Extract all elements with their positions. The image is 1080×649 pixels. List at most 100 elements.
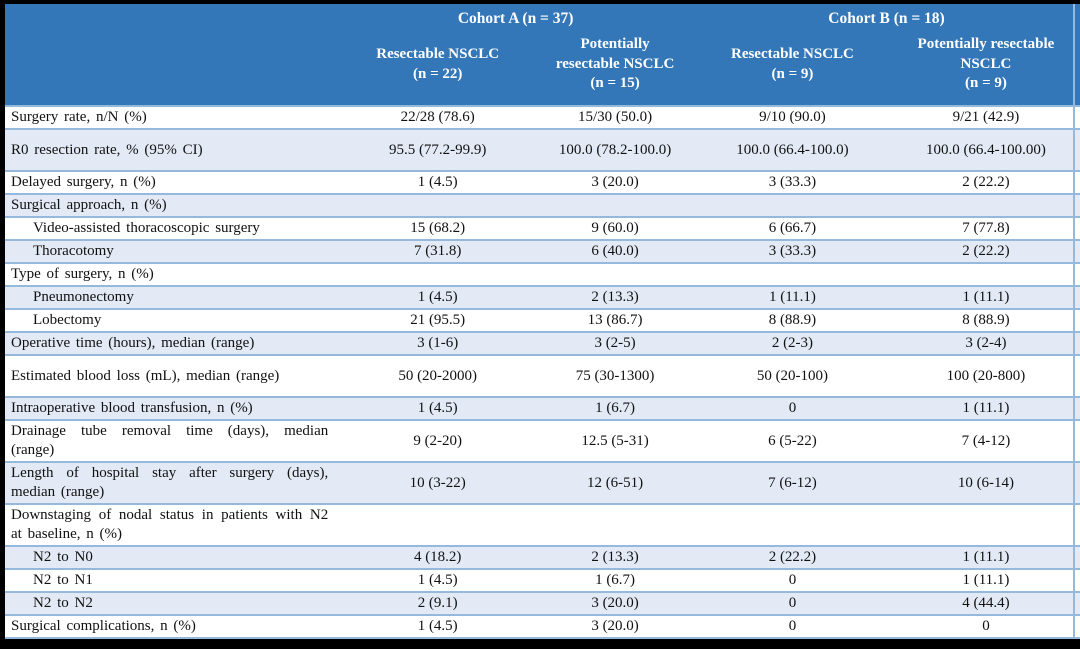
value-cell (537, 262, 693, 286)
value-cell (338, 503, 538, 546)
value-cell (537, 503, 693, 546)
value-cell (891, 193, 1080, 217)
table-body: Surgery rate, n/N (%) 22/28 (78.6) 15/30 (… (5, 105, 1080, 639)
row-label: R0 resection rate, % (95% CI) (5, 128, 339, 171)
value-cell: 100.0 (66.4-100.0) (693, 128, 892, 171)
value-cell: 1 (4.5) (338, 396, 538, 420)
value-cell: 4 (44.4) (891, 591, 1080, 615)
value-cell: 3 (2-5) (537, 331, 693, 355)
value-cell: 3 (1-6) (338, 331, 538, 355)
value-cell: 3 (2-4) (891, 331, 1080, 355)
value-cell: 15/30 (50.0) (537, 105, 693, 129)
table-row: Downstaging of nodal status in patients … (5, 503, 1080, 546)
value-cell (693, 503, 892, 546)
value-cell: 1 (11.1) (891, 285, 1080, 309)
column-header-resectable-a: Resectable NSCLC (n = 22) (338, 30, 538, 106)
cohort-b-header: Cohort B (n = 18) (693, 4, 1080, 30)
value-cell: 2 (2-3) (693, 331, 892, 355)
value-cell (693, 193, 892, 217)
row-label: N2 to N2 (5, 591, 339, 615)
row-label: Operative time (hours), median (range) (5, 331, 339, 355)
row-label: Surgical approach, n (%) (5, 193, 339, 217)
table-row: Surgery rate, n/N (%) 22/28 (78.6) 15/30 (… (5, 105, 1080, 129)
header-empty-cell (5, 30, 339, 106)
value-cell: 12.5 (5-31) (537, 419, 693, 462)
table-row: R0 resection rate, % (95% CI) 95.5 (77.2-… (5, 128, 1080, 171)
table-row: Length of hospital stay after surgery (d… (5, 461, 1080, 504)
data-table: Cohort A (n = 37) Cohort B (n = 18) Rese… (5, 4, 1080, 639)
value-cell: 100.0 (78.2-100.0) (537, 128, 693, 171)
value-cell: 2 (22.2) (891, 170, 1080, 194)
table-row: Operative time (hours), median (range) 3 … (5, 331, 1080, 355)
table-row: Surgical complications, n (%) 1 (4.5) 3 (2… (5, 614, 1080, 639)
column-header-resectable-b: Resectable NSCLC (n = 9) (693, 30, 892, 106)
table-row: N2 to N2 2 (9.1) 3 (20.0) 0 4 (44.4) (5, 591, 1080, 615)
value-cell: 0 (693, 591, 892, 615)
value-cell: 21 (95.5) (338, 308, 538, 332)
value-cell: 2 (13.3) (537, 285, 693, 309)
value-cell: 1 (11.1) (891, 545, 1080, 569)
value-cell: 2 (13.3) (537, 545, 693, 569)
value-cell: 10 (6-14) (891, 461, 1080, 504)
value-cell: 12 (6-51) (537, 461, 693, 504)
table-row: Video-assisted thoracoscopic surgery 15 (… (5, 216, 1080, 240)
value-cell: 6 (40.0) (537, 239, 693, 263)
row-label: N2 to N1 (5, 568, 339, 592)
table-row: Estimated blood loss (mL), median (range… (5, 354, 1080, 397)
row-label: Intraoperative blood transfusion, n (%) (5, 396, 339, 420)
value-cell: 75 (30-1300) (537, 354, 693, 397)
table-header: Cohort A (n = 37) Cohort B (n = 18) Rese… (5, 4, 1080, 106)
value-cell: 1 (11.1) (891, 396, 1080, 420)
value-cell: 1 (4.5) (338, 170, 538, 194)
value-cell: 0 (693, 614, 892, 639)
value-cell: 2 (9.1) (338, 591, 538, 615)
value-cell: 1 (6.7) (537, 396, 693, 420)
value-cell: 7 (77.8) (891, 216, 1080, 240)
table-row: N2 to N0 4 (18.2) 2 (13.3) 2 (22.2) 1 (11.1) (5, 545, 1080, 569)
value-cell: 1 (11.1) (891, 568, 1080, 592)
value-cell: 3 (33.3) (693, 239, 892, 263)
value-cell: 1 (4.5) (338, 568, 538, 592)
value-cell: 8 (88.9) (891, 308, 1080, 332)
value-cell: 7 (31.8) (338, 239, 538, 263)
table-row: Surgical approach, n (%) (5, 193, 1080, 217)
header-empty-cell (5, 4, 339, 30)
value-cell: 6 (66.7) (693, 216, 892, 240)
value-cell: 1 (4.5) (338, 614, 538, 639)
value-cell: 1 (6.7) (537, 568, 693, 592)
row-label: Thoracotomy (5, 239, 339, 263)
value-cell: 1 (11.1) (693, 285, 892, 309)
value-cell: 10 (3-22) (338, 461, 538, 504)
row-label: Surgery rate, n/N (%) (5, 105, 339, 129)
value-cell (693, 262, 892, 286)
value-cell: 3 (20.0) (537, 170, 693, 194)
value-cell: 9/10 (90.0) (693, 105, 892, 129)
value-cell: 9/21 (42.9) (891, 105, 1080, 129)
value-cell: 7 (6-12) (693, 461, 892, 504)
value-cell: 0 (693, 568, 892, 592)
table-row: Thoracotomy 7 (31.8) 6 (40.0) 3 (33.3) 2 (22… (5, 239, 1080, 263)
cohort-header-row: Cohort A (n = 37) Cohort B (n = 18) (5, 4, 1080, 30)
value-cell: 6 (5-22) (693, 419, 892, 462)
value-cell: 100 (20-800) (891, 354, 1080, 397)
column-header-row: Resectable NSCLC (n = 22) Potentially re… (5, 30, 1080, 106)
row-label: Downstaging of nodal status in patients … (5, 503, 339, 546)
value-cell: 0 (693, 396, 892, 420)
value-cell: 1 (4.5) (338, 285, 538, 309)
table-row: Drainage tube removal time (days), media… (5, 419, 1080, 462)
row-label: N2 to N0 (5, 545, 339, 569)
row-label: Estimated blood loss (mL), median (range… (5, 354, 339, 397)
value-cell: 3 (33.3) (693, 170, 892, 194)
value-cell: 22/28 (78.6) (338, 105, 538, 129)
value-cell (891, 262, 1080, 286)
value-cell: 13 (86.7) (537, 308, 693, 332)
value-cell: 50 (20-100) (693, 354, 892, 397)
value-cell: 95.5 (77.2-99.9) (338, 128, 538, 171)
row-label: Surgical complications, n (%) (5, 614, 339, 639)
value-cell: 3 (20.0) (537, 614, 693, 639)
cohort-a-header: Cohort A (n = 37) (338, 4, 693, 30)
value-cell: 0 (891, 614, 1080, 639)
row-label: Pneumonectomy (5, 285, 339, 309)
value-cell: 2 (22.2) (693, 545, 892, 569)
